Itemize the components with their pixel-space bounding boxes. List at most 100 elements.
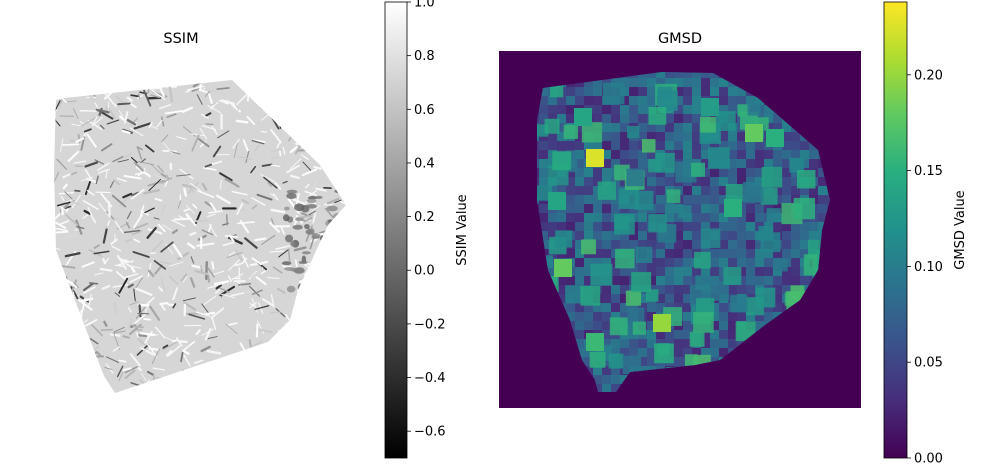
ssim-streak bbox=[261, 298, 275, 307]
gmsd-block bbox=[737, 177, 747, 187]
ssim-streak bbox=[169, 150, 181, 155]
ssim-streak bbox=[293, 246, 307, 252]
gmsd-block bbox=[719, 339, 729, 349]
ssim-streak bbox=[311, 304, 326, 313]
ssim-streak bbox=[83, 209, 92, 215]
ssim-streak bbox=[177, 200, 182, 209]
gmsd-block bbox=[719, 240, 729, 250]
gmsd-block bbox=[638, 222, 648, 232]
gmsd-block bbox=[683, 249, 693, 259]
gmsd-block bbox=[755, 177, 765, 187]
ssim-streak bbox=[83, 128, 92, 133]
ssim-streak bbox=[140, 346, 155, 356]
ssim-streak bbox=[218, 293, 236, 299]
ssim-streak bbox=[66, 355, 73, 364]
gmsd-block bbox=[755, 150, 765, 160]
gmsd-block bbox=[719, 204, 729, 214]
gmsd-block bbox=[782, 231, 792, 241]
ssim-streak bbox=[266, 277, 280, 279]
gmsd-hotspot bbox=[724, 199, 742, 217]
ssim-streak bbox=[164, 336, 174, 342]
gmsd-block bbox=[710, 258, 720, 268]
gmsd-block bbox=[746, 240, 756, 250]
ssim-streak bbox=[85, 177, 99, 184]
ssim-streak bbox=[197, 190, 215, 198]
gmsd-block bbox=[611, 141, 621, 151]
ssim-streak bbox=[285, 314, 291, 322]
gmsd-block bbox=[701, 177, 711, 187]
gmsd-block bbox=[695, 275, 710, 291]
gmsd-block bbox=[620, 231, 630, 241]
gmsd-block bbox=[638, 123, 648, 133]
ssim-streak bbox=[68, 308, 80, 323]
ssim-streak bbox=[117, 159, 129, 163]
ssim-streak bbox=[244, 372, 251, 376]
gmsd-block bbox=[584, 231, 594, 241]
ssim-streak bbox=[160, 203, 167, 216]
gmsd-block bbox=[647, 312, 657, 322]
gmsd-block bbox=[611, 132, 621, 142]
gmsd-block bbox=[611, 267, 621, 277]
ssim-streak bbox=[220, 99, 239, 106]
gmsd-block bbox=[581, 239, 596, 255]
ssim-streak bbox=[63, 336, 73, 339]
gmsd-block bbox=[674, 348, 684, 358]
ssim-streak bbox=[113, 326, 125, 333]
ssim-streak bbox=[216, 87, 230, 90]
ssim-streak bbox=[126, 210, 132, 219]
ssim-streak bbox=[81, 261, 95, 268]
ssim-streak bbox=[116, 254, 127, 270]
ssim-streak bbox=[105, 80, 112, 91]
ssim-streak bbox=[130, 94, 139, 98]
gmsd-block bbox=[548, 222, 558, 232]
ssim-streak bbox=[73, 160, 86, 164]
ssim-streak bbox=[114, 133, 119, 142]
ssim-streak bbox=[137, 161, 155, 166]
ssim-streak bbox=[173, 217, 192, 221]
ssim-streak bbox=[224, 380, 237, 391]
ssim-streak bbox=[83, 286, 96, 294]
ssim-streak bbox=[165, 243, 174, 255]
ssim-streak bbox=[322, 149, 336, 158]
gmsd-block bbox=[566, 141, 576, 151]
ssim-streak bbox=[86, 133, 97, 148]
gmsd-block bbox=[719, 258, 729, 268]
gmsd-block bbox=[537, 132, 540, 142]
gmsd-block bbox=[692, 222, 702, 232]
gmsd-block bbox=[656, 330, 666, 340]
gmsd-block bbox=[701, 204, 711, 214]
ssim-dark-patch bbox=[322, 275, 327, 282]
ssim-streak bbox=[182, 276, 188, 283]
gmsd-block bbox=[737, 141, 747, 151]
gmsd-block bbox=[719, 222, 729, 232]
gmsd-block bbox=[656, 294, 666, 304]
gmsd-block bbox=[710, 186, 720, 196]
gmsd-block bbox=[575, 132, 585, 142]
ssim-streak bbox=[137, 389, 145, 393]
gmsd-block bbox=[557, 105, 567, 115]
ssim-streak bbox=[146, 226, 157, 239]
ssim-streak bbox=[188, 313, 206, 320]
ssim-streak bbox=[282, 146, 286, 156]
gmsd-block bbox=[629, 231, 639, 241]
ssim-streak bbox=[324, 207, 337, 221]
ssim-streak bbox=[341, 250, 346, 261]
ssim-streak bbox=[311, 205, 321, 212]
ssim-streak bbox=[75, 137, 85, 144]
gmsd-block bbox=[557, 141, 567, 151]
colorbar-tick-label: −0.2 bbox=[414, 317, 446, 332]
ssim-streak bbox=[292, 390, 307, 393]
gmsd-block bbox=[647, 339, 657, 349]
gmsd-block bbox=[629, 348, 639, 358]
ssim-streak bbox=[321, 349, 331, 353]
gmsd-block bbox=[602, 231, 612, 241]
ssim-dark-patch bbox=[334, 241, 344, 249]
gmsd-block bbox=[602, 303, 612, 313]
ssim-streak bbox=[260, 173, 275, 183]
ssim-streak bbox=[102, 258, 107, 265]
gmsd-block bbox=[641, 139, 656, 153]
gmsd-block bbox=[638, 87, 648, 97]
gmsd-block bbox=[723, 266, 742, 285]
gmsd-block bbox=[773, 123, 783, 133]
gmsd-block bbox=[620, 312, 630, 322]
